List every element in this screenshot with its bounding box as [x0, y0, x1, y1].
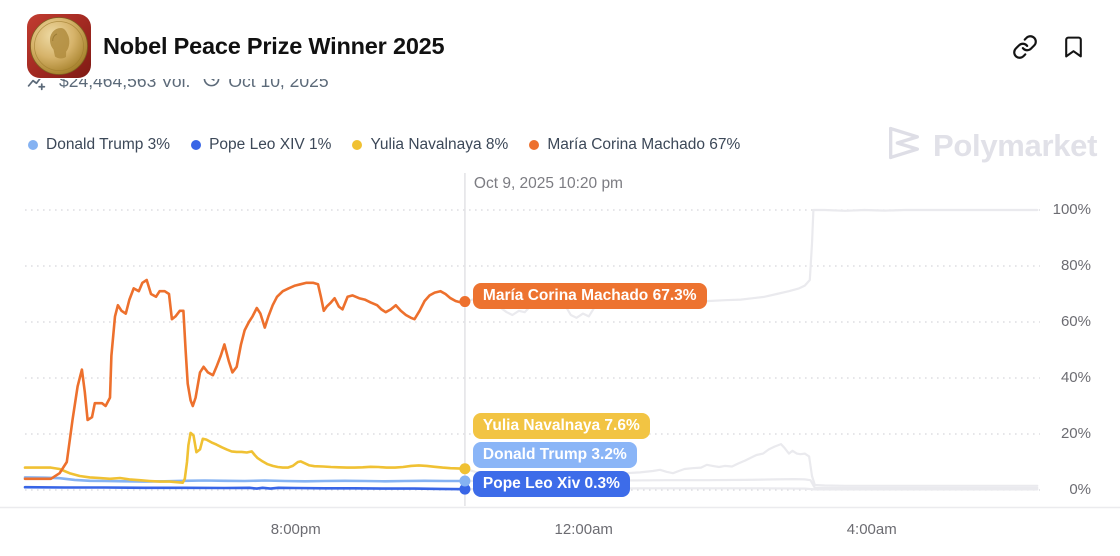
legend-dot	[529, 140, 540, 150]
x-tick-label: 12:00am	[554, 521, 613, 538]
machado-value-chip: María Corina Machado 67.3%	[472, 283, 707, 309]
legend-dot	[352, 140, 363, 150]
legend-item-1[interactable]: Pope Leo XIV 1%	[191, 136, 331, 154]
x-tick-label: 8:00pm	[270, 521, 321, 538]
yulia-value-chip: Yulia Navalnaya 7.6%	[472, 413, 650, 439]
polymarket-logo-icon	[884, 123, 924, 168]
y-tick-label: 60%	[1060, 313, 1091, 330]
polymarket-watermark: Polymarket	[884, 123, 1097, 168]
bookmark-button[interactable]	[1058, 33, 1088, 63]
end-date: Oct 10, 2025	[228, 79, 329, 91]
legend-item-0[interactable]: Donald Trump 3%	[28, 136, 170, 154]
y-tick-label: 0%	[1069, 481, 1091, 498]
legend-label: María Corina Machado 67%	[547, 136, 741, 153]
legend-dot	[28, 140, 38, 150]
chart-legend: Donald Trump 3% Pope Leo XIV 1% Yulia Nava…	[28, 133, 740, 157]
legend-label: Donald Trump 3%	[46, 136, 171, 153]
hover-tooltip: Oct 9, 2025 10:20 pm	[473, 175, 623, 192]
pope-value-chip: Pope Leo Xiv 0.3%	[472, 471, 630, 497]
legend-label: Pope Leo XIV 1%	[209, 136, 332, 153]
machado-hover-dot	[459, 296, 471, 308]
volume-value: $24,464,563 Vol.	[59, 79, 191, 91]
page-title: Nobel Peace Prize Winner 2025	[103, 33, 445, 59]
yulia-hover-dot	[459, 463, 471, 475]
watermark-text: Polymarket	[933, 127, 1098, 163]
pope-hover-dot	[459, 483, 471, 495]
legend-label: Yulia Navalnaya 8%	[370, 136, 509, 153]
stats-row: $24,464,563 Vol. Oct 10, 2025	[26, 79, 526, 101]
legend-item-2[interactable]: Yulia Navalnaya 8%	[352, 136, 508, 154]
legend-dot	[191, 140, 202, 150]
y-tick-label: 80%	[1060, 257, 1091, 274]
copy-link-button[interactable]	[1010, 33, 1040, 63]
x-tick-label: 4:00am	[846, 521, 897, 538]
bookmark-icon	[1061, 34, 1086, 63]
legend-item-3[interactable]: María Corina Machado 67%	[529, 136, 740, 154]
trump-value-chip: Donald Trump 3.2%	[472, 442, 637, 468]
y-tick-label: 100%	[1052, 201, 1091, 218]
nobel-medal-icon	[27, 14, 91, 78]
clock-icon	[202, 79, 221, 93]
link-icon	[1012, 34, 1038, 63]
y-tick-label: 40%	[1060, 369, 1091, 386]
chart-settings-icon[interactable]	[26, 79, 47, 92]
y-tick-label: 20%	[1060, 425, 1091, 442]
trump-hover-dot	[459, 475, 471, 487]
